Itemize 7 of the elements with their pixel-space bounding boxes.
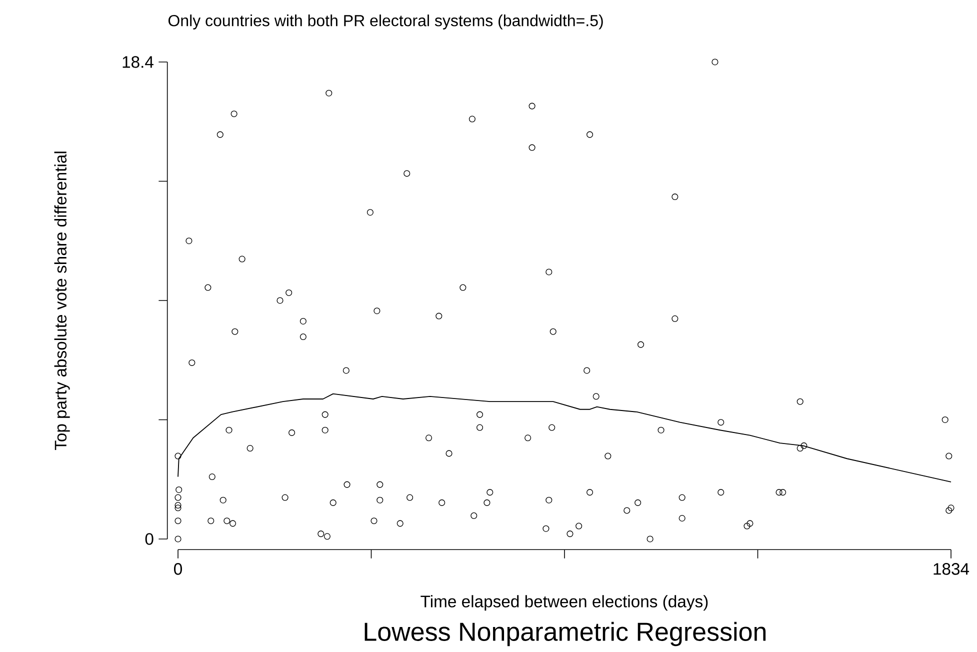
x-axis-title: Time elapsed between elections (days) (420, 595, 708, 611)
text: Lowess Nonparametric Regression (364, 622, 766, 646)
y-tick-label: 18.4 (122, 56, 154, 68)
chart-subtitle: Only countries with both PR electoral systems (bandwidth=.5) (168, 14, 603, 30)
x-tick-label: 1834 (934, 563, 970, 575)
y-axis-title: Top party absolute vote share differential (54, 152, 70, 450)
line-series (178, 393, 952, 482)
